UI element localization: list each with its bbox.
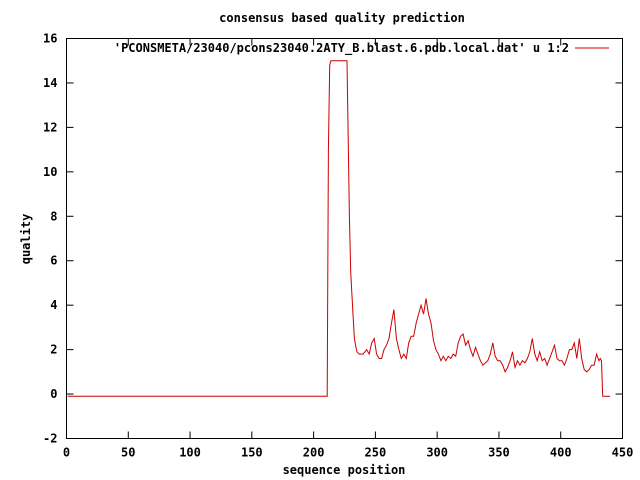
x-tick-label: 50 <box>121 446 135 460</box>
y-tick-label: 0 <box>50 387 57 401</box>
series-line <box>67 60 611 397</box>
x-tick-label: 350 <box>488 446 510 460</box>
x-tick-label: 150 <box>241 446 263 460</box>
y-tick-label: -2 <box>43 432 57 446</box>
x-tick-label: 250 <box>365 446 387 460</box>
y-tick-label: 14 <box>43 76 57 90</box>
y-tick-label: 16 <box>43 32 57 46</box>
y-tick-label: 8 <box>50 209 57 223</box>
y-tick-label: 2 <box>50 343 57 357</box>
x-axis-label: sequence position <box>283 463 406 477</box>
x-tick-label: 300 <box>426 446 448 460</box>
plot-frame <box>66 38 623 439</box>
x-tick-label: 100 <box>179 446 201 460</box>
axis-ticks: 0 50 100 150 200 250 300 350 400 450 -2 0 2 4 6 8 10 12 14… <box>43 32 633 460</box>
legend-label: 'PCONSMETA/23040/pcons23040.2ATY_B.blast… <box>114 41 569 56</box>
x-tick-label: 0 <box>63 446 70 460</box>
y-tick-label: 10 <box>43 165 57 179</box>
y-tick-label: 4 <box>50 298 57 312</box>
chart-title: consensus based quality prediction <box>219 11 465 25</box>
x-tick-label: 200 <box>303 446 325 460</box>
y-axis-label: quality <box>19 214 33 265</box>
x-tick-label: 450 <box>612 446 634 460</box>
legend: 'PCONSMETA/23040/pcons23040.2ATY_B.blast… <box>114 41 609 56</box>
y-tick-label: 6 <box>50 254 57 268</box>
x-tick-label: 400 <box>550 446 572 460</box>
y-tick-label: 12 <box>43 120 57 134</box>
